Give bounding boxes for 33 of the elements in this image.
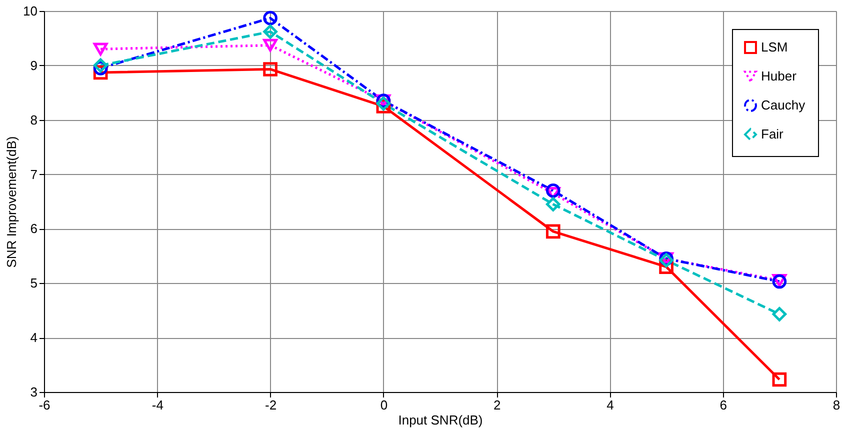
y-tick-label: 8 xyxy=(30,112,38,128)
point xyxy=(546,183,560,198)
x-tick-label: 8 xyxy=(832,398,840,412)
y-axis-title: SNR Improvement(dB) xyxy=(4,136,20,268)
x-tick-label: 2 xyxy=(493,398,501,412)
point xyxy=(263,38,278,52)
y-tick-label: 4 xyxy=(30,330,38,346)
legend-label: Huber xyxy=(761,68,798,84)
x-tick-label: 4 xyxy=(606,398,614,412)
point xyxy=(546,224,560,239)
point xyxy=(546,197,560,212)
y-tick-label: 9 xyxy=(30,58,38,73)
legend-label: Cauchy xyxy=(761,98,806,112)
y-tick-label: 7 xyxy=(30,166,38,182)
x-tick-label: 0 xyxy=(380,398,388,412)
y-tick-label: 6 xyxy=(30,221,38,236)
point xyxy=(376,96,391,111)
point xyxy=(772,307,787,322)
legend-label: LSM xyxy=(761,40,788,54)
x-tick-label: -2 xyxy=(265,398,277,412)
y-tick-label: 3 xyxy=(30,384,38,400)
point xyxy=(772,372,787,387)
point xyxy=(93,42,108,56)
legend-label: Fair xyxy=(761,126,784,142)
point xyxy=(263,10,278,26)
x-axis-title: Input SNR(dB) xyxy=(398,412,483,428)
y-tick-label: 10 xyxy=(23,4,38,18)
x-tick-label: 6 xyxy=(720,398,727,412)
x-tick-label: -6 xyxy=(38,398,50,412)
y-tick-label: 5 xyxy=(30,276,38,291)
point xyxy=(263,24,278,39)
x-tick-label: -4 xyxy=(152,398,164,412)
point xyxy=(263,62,278,76)
